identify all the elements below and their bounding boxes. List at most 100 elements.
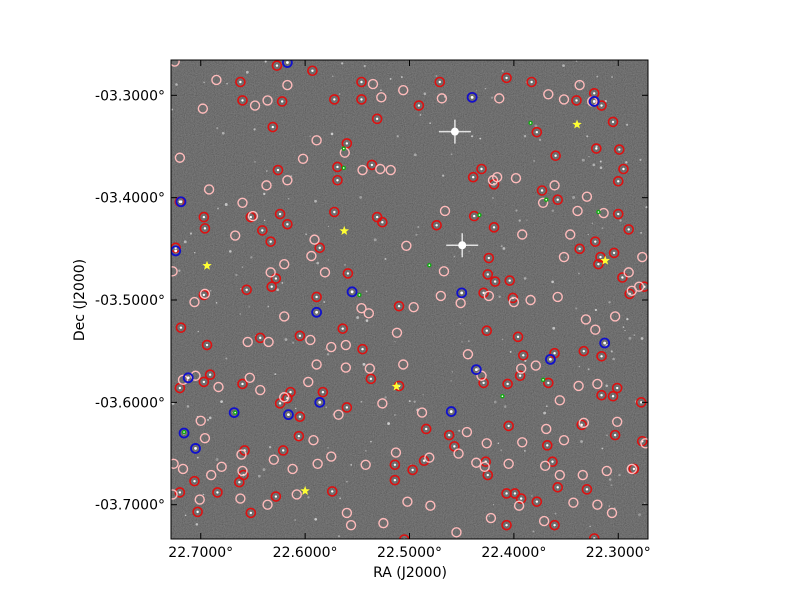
faint-star (287, 197, 290, 200)
red-source-marker (377, 216, 388, 228)
green-source-marker (596, 209, 601, 215)
faint-star (263, 192, 266, 196)
pink-source-marker (640, 438, 648, 449)
faint-star (413, 400, 416, 403)
pink-source-marker (398, 359, 409, 370)
faint-star (207, 418, 210, 421)
pink-source-marker (199, 288, 211, 300)
faint-star (575, 307, 578, 310)
red-source-marker (613, 144, 625, 155)
faint-star (564, 256, 567, 259)
pink-source-marker (537, 197, 549, 208)
pink-source-marker (376, 92, 387, 103)
blue-source-marker (314, 396, 326, 408)
faint-star (216, 127, 219, 130)
faint-star (248, 306, 250, 308)
pink-source-marker (517, 229, 528, 240)
faint-star (608, 478, 612, 481)
faint-star (324, 348, 326, 350)
faint-star (389, 77, 392, 80)
red-source-marker (617, 272, 628, 283)
faint-star (186, 405, 190, 408)
blue-source-marker (456, 287, 468, 299)
red-source-marker (357, 343, 368, 355)
red-source-marker (267, 121, 279, 133)
pink-source-marker (461, 426, 473, 438)
red-source-marker (612, 175, 624, 187)
pink-source-marker (326, 341, 337, 353)
faint-star (373, 238, 377, 242)
faint-star (625, 123, 629, 126)
pink-source-marker (291, 489, 302, 500)
pink-source-marker (572, 205, 583, 217)
faint-star (423, 92, 427, 96)
faint-star (215, 458, 219, 461)
pink-source-marker (171, 489, 178, 500)
green-source-marker (181, 429, 187, 435)
red-source-marker (294, 411, 306, 422)
faint-star (394, 341, 396, 343)
faint-star (500, 244, 503, 248)
pink-source-marker (609, 311, 621, 322)
red-source-marker (589, 236, 601, 247)
red-source-marker (356, 94, 367, 105)
faint-star (221, 131, 225, 135)
pink-source-marker (626, 463, 638, 475)
pink-source-marker (541, 423, 552, 435)
red-source-marker (512, 331, 524, 343)
red-source-marker (266, 281, 278, 293)
red-source-marker (489, 276, 501, 287)
faint-star (619, 219, 622, 222)
red-source-marker (501, 519, 512, 531)
red-source-marker (443, 429, 455, 441)
faint-star (633, 334, 636, 336)
red-source-marker (478, 377, 489, 389)
faint-star (396, 135, 399, 138)
pink-source-marker (261, 180, 272, 191)
image-frame (170, 59, 649, 540)
x-tick-label: 22.3000° (586, 545, 651, 561)
faint-star (331, 75, 334, 78)
red-source-marker (608, 247, 620, 259)
faint-star (626, 317, 629, 321)
faint-star (241, 266, 244, 268)
faint-star (589, 525, 592, 528)
pink-source-marker (174, 152, 186, 163)
pink-source-marker (268, 454, 280, 465)
pink-source-marker (606, 507, 618, 519)
pink-source-marker (255, 384, 266, 396)
faint-star (235, 273, 238, 277)
pink-source-marker (341, 507, 353, 519)
pink-source-marker (360, 459, 371, 470)
pink-source-marker (213, 381, 224, 393)
pink-source-marker (378, 517, 389, 529)
bright-star (438, 119, 471, 144)
green-source-marker (357, 292, 362, 298)
red-source-marker (245, 507, 257, 519)
pink-source-marker (592, 378, 603, 390)
pink-source-marker (357, 164, 368, 176)
faint-star (450, 153, 453, 155)
faint-star (500, 449, 503, 452)
pink-source-marker (416, 407, 428, 418)
faint-star (327, 225, 330, 228)
faint-star (341, 62, 344, 65)
red-source-marker (365, 373, 377, 385)
y-axis: -03.3000° -03.4000° -03.5000° -03.6000° -03.… (95, 88, 648, 514)
faint-star (450, 380, 452, 382)
pink-source-marker (345, 519, 357, 531)
red-source-marker (241, 284, 252, 296)
pink-source-marker (424, 452, 435, 463)
pink-source-marker (558, 251, 570, 263)
faint-star (503, 405, 507, 408)
pink-source-marker (236, 449, 247, 460)
red-source-marker (431, 219, 442, 231)
faint-star (608, 301, 611, 304)
faint-star (215, 301, 218, 304)
pink-source-marker (462, 349, 474, 360)
pink-source-marker (552, 291, 563, 303)
x-tick-label: 22.4000° (481, 545, 546, 561)
faint-star (526, 219, 528, 221)
pink-source-marker (539, 460, 551, 472)
pink-source-marker (171, 458, 179, 469)
